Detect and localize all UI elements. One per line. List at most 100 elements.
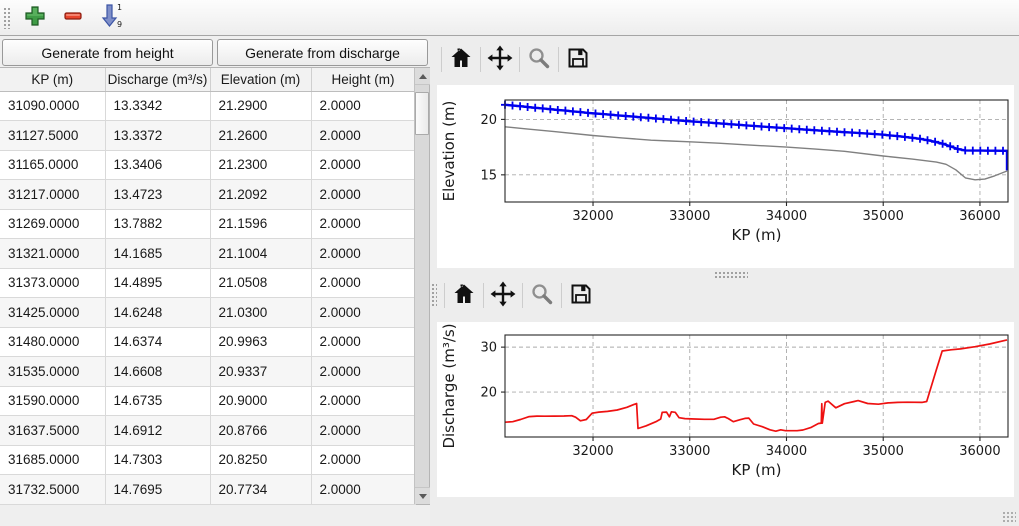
table-row: 31127.5000 13.3372 21.2600 2.0000	[0, 120, 416, 151]
table-cell[interactable]: 13.4723	[105, 179, 211, 210]
sort-ascending-1-9-icon: 1 9	[99, 3, 123, 32]
pan-button[interactable]	[487, 280, 519, 310]
save-button[interactable]	[562, 44, 594, 74]
table-cell[interactable]: 31373.0000	[0, 268, 106, 298]
triangle-down-icon	[418, 493, 427, 499]
table-cell[interactable]: 2.0000	[311, 474, 416, 505]
scrollbar-thumb[interactable]	[415, 92, 429, 135]
svg-text:1: 1	[117, 3, 122, 12]
table-cell[interactable]: 13.3342	[105, 91, 211, 121]
table-cell[interactable]: 31090.0000	[0, 91, 106, 121]
table-cell[interactable]: 21.2092	[210, 179, 312, 210]
main-toolbar: 1 9	[0, 0, 1019, 36]
table-cell[interactable]: 21.1004	[210, 238, 312, 269]
save-button[interactable]	[565, 280, 597, 310]
splitter-handle[interactable]	[714, 271, 748, 278]
table-cell[interactable]: 21.0300	[210, 297, 312, 328]
column-header[interactable]: KP (m)	[0, 68, 106, 92]
table-cell[interactable]: 13.3372	[105, 120, 211, 151]
table-cell[interactable]: 2.0000	[311, 268, 416, 298]
table-cell[interactable]: 31590.0000	[0, 386, 106, 416]
toolbar-drag-handle[interactable]	[431, 283, 437, 307]
pan-icon	[490, 281, 516, 310]
table-cell[interactable]: 2.0000	[311, 91, 416, 121]
table-cell[interactable]: 31217.0000	[0, 179, 106, 210]
scroll-down-button[interactable]	[415, 487, 430, 504]
table-cell[interactable]: 13.3406	[105, 150, 211, 180]
table-cell[interactable]: 2.0000	[311, 386, 416, 416]
zoom-button[interactable]	[523, 44, 555, 74]
table-cell[interactable]: 31732.5000	[0, 474, 106, 505]
table-cell[interactable]: 31127.5000	[0, 120, 106, 151]
table-cell[interactable]: 14.7695	[105, 474, 211, 505]
svg-text:KP (m): KP (m)	[732, 461, 782, 479]
table-cell[interactable]: 2.0000	[311, 297, 416, 328]
table-cell[interactable]: 2.0000	[311, 179, 416, 210]
table-cell[interactable]: 31321.0000	[0, 238, 106, 269]
table-row: 31321.0000 14.1685 21.1004 2.0000	[0, 238, 416, 269]
table-cell[interactable]: 14.6735	[105, 386, 211, 416]
table-cell[interactable]: 20.8250	[210, 445, 312, 475]
pan-button[interactable]	[484, 44, 516, 74]
table-cell[interactable]: 20.7734	[210, 474, 312, 505]
column-header[interactable]: Discharge (m³/s)	[105, 68, 211, 92]
svg-text:35000: 35000	[863, 444, 904, 459]
zoom-button[interactable]	[526, 280, 558, 310]
table-cell[interactable]: 31637.5000	[0, 415, 106, 446]
table-cell[interactable]: 31480.0000	[0, 327, 106, 357]
table-cell[interactable]: 14.6608	[105, 356, 211, 387]
table-cell[interactable]: 2.0000	[311, 327, 416, 357]
table-cell[interactable]: 20.9337	[210, 356, 312, 387]
window-resize-grip[interactable]	[1002, 511, 1016, 522]
home-button[interactable]	[448, 280, 480, 310]
column-header[interactable]: Elevation (m)	[210, 68, 312, 92]
table-cell[interactable]: 14.4895	[105, 268, 211, 298]
charts-panel: 32000 33000 34000 35000 36000 15 20 KP (m) Eleva…	[430, 36, 1019, 526]
remove-row-button[interactable]	[56, 3, 90, 33]
svg-text:35000: 35000	[863, 209, 904, 224]
toolbar-drag-handle[interactable]	[3, 6, 10, 29]
home-button[interactable]	[445, 44, 477, 74]
table-cell[interactable]: 2.0000	[311, 120, 416, 151]
table-cell[interactable]: 14.6374	[105, 327, 211, 357]
table-cell[interactable]: 2.0000	[311, 209, 416, 239]
svg-text:Discharge (m³/s): Discharge (m³/s)	[440, 323, 458, 448]
table-cell[interactable]: 20.9963	[210, 327, 312, 357]
generate-from-discharge-button[interactable]: Generate from discharge	[217, 39, 428, 66]
table-cell[interactable]: 2.0000	[311, 415, 416, 446]
table-cell[interactable]: 20.9000	[210, 386, 312, 416]
table-cell[interactable]: 2.0000	[311, 150, 416, 180]
table-cell[interactable]: 2.0000	[311, 356, 416, 387]
table-cell[interactable]: 21.0508	[210, 268, 312, 298]
table-cell[interactable]: 14.1685	[105, 238, 211, 269]
table-cell[interactable]: 14.6912	[105, 415, 211, 446]
table-cell[interactable]: 21.2600	[210, 120, 312, 151]
add-row-button[interactable]	[18, 3, 52, 33]
table-cell[interactable]: 31425.0000	[0, 297, 106, 328]
table-cell[interactable]: 2.0000	[311, 238, 416, 269]
table-cell[interactable]: 31535.0000	[0, 356, 106, 387]
table-cell[interactable]: 14.7303	[105, 445, 211, 475]
table-cell[interactable]: 21.2900	[210, 91, 312, 121]
table-cell[interactable]: 21.2300	[210, 150, 312, 180]
table-scrollbar[interactable]	[414, 68, 430, 504]
table-cell[interactable]: 21.1596	[210, 209, 312, 239]
svg-text:32000: 32000	[572, 209, 613, 224]
table-cell[interactable]: 14.6248	[105, 297, 211, 328]
table-cell[interactable]: 13.7882	[105, 209, 211, 239]
discharge-chart-toolbar	[430, 278, 1019, 312]
table-cell[interactable]: 31685.0000	[0, 445, 106, 475]
table-cell[interactable]: 31165.0000	[0, 150, 106, 180]
column-header[interactable]: Height (m)	[311, 68, 416, 92]
scroll-up-button[interactable]	[415, 68, 430, 85]
plus-icon	[24, 5, 46, 30]
generate-from-height-button[interactable]: Generate from height	[2, 39, 213, 66]
data-table: KP (m) Discharge (m³/s) Elevation (m) Heigh…	[0, 67, 430, 505]
table-cell[interactable]: 31269.0000	[0, 209, 106, 239]
sort-ascending-button[interactable]: 1 9	[94, 3, 128, 33]
svg-text:34000: 34000	[766, 444, 807, 459]
table-cell[interactable]: 2.0000	[311, 445, 416, 475]
svg-text:KP (m): KP (m)	[732, 226, 782, 244]
home-icon	[449, 46, 473, 73]
table-cell[interactable]: 20.8766	[210, 415, 312, 446]
